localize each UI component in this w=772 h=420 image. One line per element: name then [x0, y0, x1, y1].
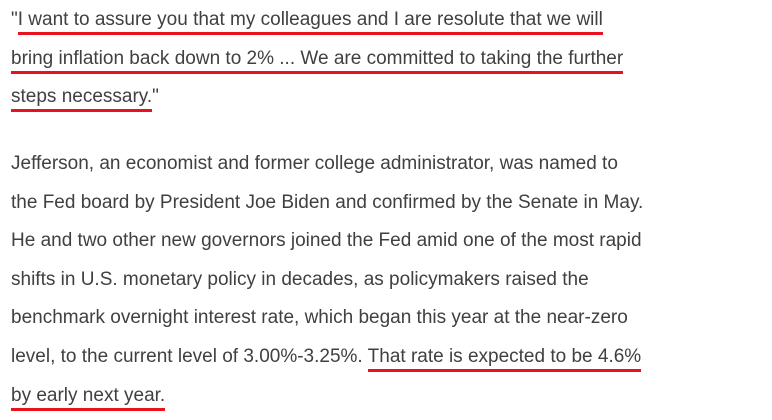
body-line: shifts in U.S. monetary policy in decade…: [11, 268, 589, 290]
close-quote: ": [152, 86, 159, 108]
body-line: the Fed board by President Joe Biden and…: [11, 191, 644, 213]
body-paragraph: Jefferson, an economist and former colle…: [11, 145, 643, 415]
body-text: level, to the current level of 3.00%-3.2…: [11, 345, 368, 367]
body-line: Jefferson, an economist and former colle…: [11, 153, 618, 174]
body-line: He and two other new governors joined th…: [11, 230, 642, 252]
highlighted-quote-text: bring inflation back down to 2% ... We a…: [11, 47, 624, 74]
highlighted-body-text: by early next year.: [11, 384, 166, 411]
highlighted-quote-text: steps necessary.: [11, 86, 153, 113]
quote-paragraph: "I want to assure you that my colleagues…: [11, 1, 624, 117]
open-quote: ": [11, 9, 18, 30]
body-line: by early next year.: [11, 377, 643, 416]
quote-line-1: "I want to assure you that my colleagues…: [11, 1, 623, 40]
highlighted-body-text: That rate is expected to be 4.6%: [367, 345, 642, 372]
quote-line-3: steps necessary.": [11, 78, 623, 117]
quote-line-2: bring inflation back down to 2% ... We a…: [11, 40, 624, 79]
highlighted-quote-text: I want to assure you that my colleagues …: [17, 9, 603, 35]
body-line: level, to the current level of 3.00%-3.2…: [11, 338, 643, 377]
body-line: benchmark overnight interest rate, which…: [11, 307, 628, 329]
